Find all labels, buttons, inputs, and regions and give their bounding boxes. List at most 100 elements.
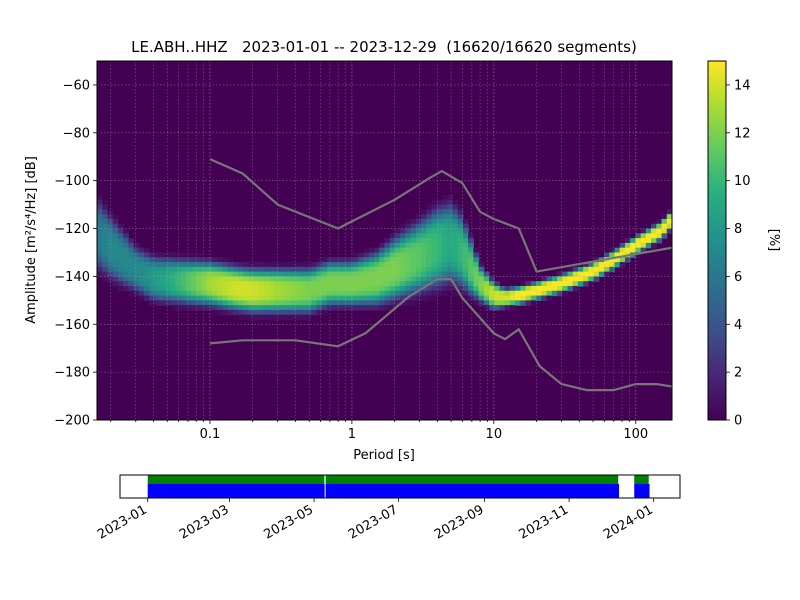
heatmap-cell [316,305,323,311]
heatmap-cell [457,204,464,210]
heatmap-cell [191,300,197,306]
heatmap-cell [300,305,307,311]
heatmap-cell [264,300,271,306]
heatmap-cell [337,271,344,277]
heatmap-cell [509,290,516,297]
heatmap-cell [651,228,657,234]
heatmap-cell [598,271,605,277]
heatmap-cell [217,266,224,273]
heatmap-cell [447,218,454,225]
heatmap-cell [384,247,391,254]
heatmap-cell [154,281,161,287]
heatmap-cell [384,290,391,297]
heatmap-cell [462,290,469,297]
heatmap-cell [274,309,281,316]
heatmap-cell [227,276,234,282]
heatmap-cell [311,262,318,268]
heatmap-cell [473,276,480,282]
heatmap-cell [279,271,286,277]
heatmap-cell [499,295,506,301]
heatmap-cell [102,242,109,249]
heatmap-cell [227,285,234,292]
heatmap-cell [112,266,119,273]
heatmap-cell [222,290,229,297]
heatmap-cell [164,285,171,292]
heatmap-cell [583,271,589,277]
heatmap-cell [609,252,616,258]
heatmap-cell [400,262,407,268]
heatmap-cell [164,252,171,258]
heatmap-cell [342,295,349,301]
heatmap-cell [525,295,532,301]
heatmap-cell [243,290,250,297]
heatmap-cell [546,290,553,297]
heatmap-cell [159,300,166,306]
heatmap-cell [426,233,433,239]
heatmap-cell [436,204,443,210]
heatmap-cell [311,276,318,282]
heatmap-cell [117,238,124,244]
heatmap-cell [164,281,171,287]
heatmap-cell [290,314,297,321]
heatmap-cell [196,276,203,282]
heatmap-cell [253,290,260,297]
heatmap-cell [159,290,166,297]
heatmap-cell [567,285,574,292]
heatmap-cell [337,281,344,287]
heatmap-cell [238,285,244,292]
heatmap-cell [353,285,359,292]
heatmap-cell [358,281,365,287]
heatmap-cell [645,238,652,244]
heatmap-cell [400,223,407,230]
heatmap-cell [144,276,150,282]
heatmap-cell [117,262,124,268]
heatmap-cell [269,281,276,287]
colorbar-tick-label: 4 [734,318,742,333]
heatmap-cell [551,290,558,297]
heatmap-cell [468,295,474,301]
heatmap-cell [222,285,229,292]
heatmap-cell [123,252,129,258]
heatmap-cell [624,242,631,249]
heatmap-cell [358,276,365,282]
heatmap-cell [290,295,297,301]
heatmap-cell [666,218,672,225]
heatmap-cell [107,247,114,254]
heatmap-cell [196,262,203,268]
heatmap-cell [159,285,166,292]
heatmap-cell [421,285,427,292]
heatmap-cell [300,262,307,268]
heatmap-cell [159,252,166,258]
heatmap-cell [394,257,401,263]
heatmap-cell [567,276,574,282]
heatmap-cell [394,281,401,287]
heatmap-cell [400,281,407,287]
heatmap-cell [243,300,250,306]
heatmap-cell [206,281,213,287]
heatmap-cell [400,266,407,273]
heatmap-cell [619,262,626,268]
heatmap-cell [426,204,433,210]
heatmap-cell [102,204,109,210]
heatmap-cell [300,309,307,316]
heatmap-cell [269,285,276,292]
heatmap-cell [295,262,302,268]
heatmap-cell [117,257,124,263]
heatmap-cell [201,266,208,273]
heatmap-cell [421,271,427,277]
heatmap-cell [196,305,203,311]
heatmap-cell [494,295,501,301]
heatmap-cell [222,305,229,311]
heatmap-cell [102,223,109,230]
heatmap-cell [436,242,443,249]
heatmap-cell [112,252,119,258]
heatmap-cell [457,223,464,230]
heatmap-cell [379,285,386,292]
heatmap-cell [651,238,657,244]
heatmap-cell [468,266,474,273]
heatmap-cell [468,242,474,249]
heatmap-cell [405,228,412,234]
y-tick-label: −160 [54,318,90,333]
heatmap-cell [185,257,192,263]
heatmap-cell [415,285,422,292]
